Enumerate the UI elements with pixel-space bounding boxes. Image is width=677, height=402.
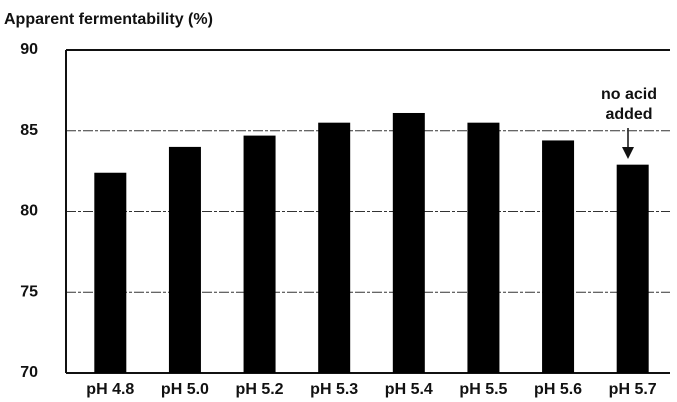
y-tick-label: 75 (20, 283, 38, 300)
x-tick-label: pH 5.5 (459, 381, 507, 398)
bar (467, 122, 500, 373)
y-tick-label: 85 (20, 122, 38, 139)
x-tick-label: pH 5.7 (609, 381, 657, 398)
x-tick-label: pH 5.2 (236, 381, 284, 398)
bar (392, 112, 425, 374)
y-tick-label: 90 (20, 41, 38, 58)
x-tick-label: pH 5.0 (161, 381, 209, 398)
annotation: no acid added (600, 86, 657, 123)
bar (542, 140, 575, 373)
y-tick-label: 80 (20, 203, 38, 220)
x-tick-label: pH 5.3 (310, 381, 358, 398)
bar (168, 146, 201, 373)
x-tick-label: pH 5.6 (534, 381, 582, 398)
bar (318, 122, 351, 373)
x-tick-label: pH 5.4 (385, 381, 433, 398)
chart-title: Apparent fermentability (%) (4, 11, 213, 28)
y-tick-label: 70 (20, 364, 38, 381)
x-tick-label: pH 4.8 (86, 381, 134, 398)
arrow-head (622, 147, 634, 159)
bar (94, 172, 127, 373)
bar (243, 135, 276, 373)
bar (616, 164, 649, 373)
